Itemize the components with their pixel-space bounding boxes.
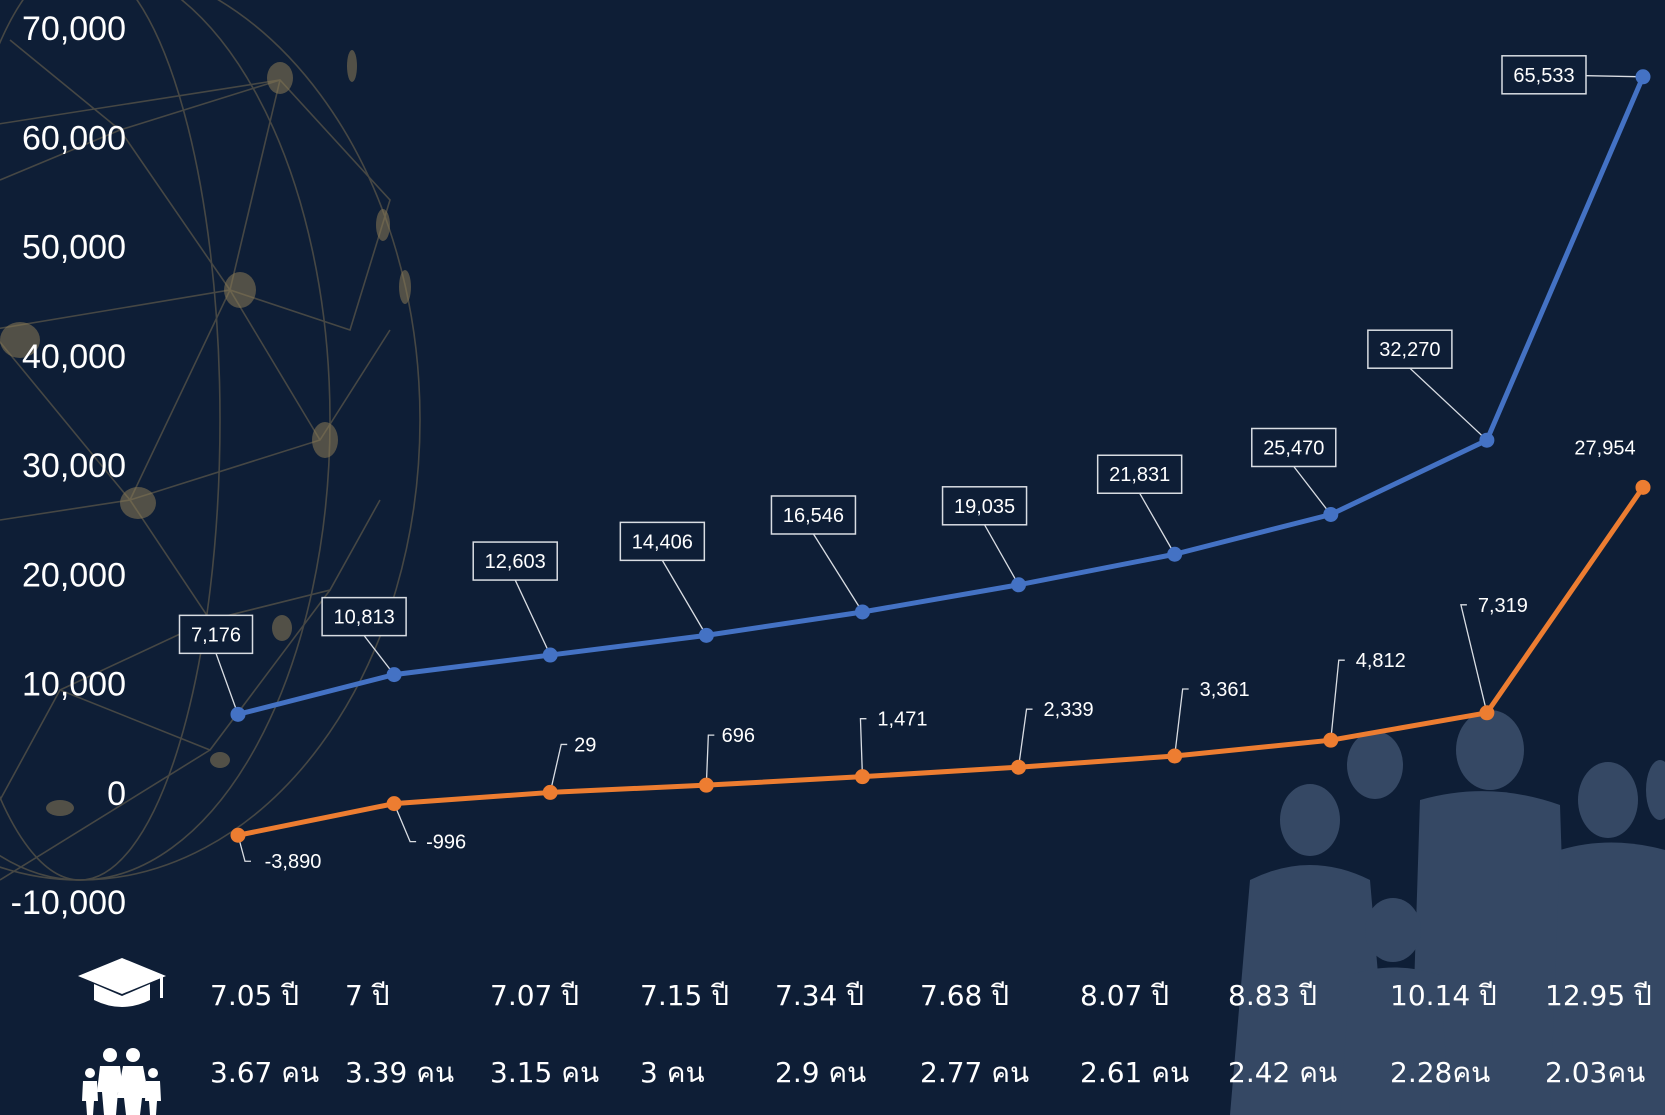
data-point	[699, 628, 713, 642]
household-value: 3 คน	[640, 1056, 705, 1089]
data-point	[231, 828, 245, 842]
education-value: 12.95 ปี	[1545, 979, 1652, 1012]
y-tick-label: 60,000	[22, 119, 126, 157]
y-axis: 70,000 60,000 50,000 40,000 30,000 20,000 10,0…	[11, 10, 126, 922]
leader-line	[662, 560, 706, 635]
series-markers	[231, 70, 1650, 842]
data-point	[1480, 706, 1494, 720]
data-label: 10,813	[334, 607, 395, 629]
data-label: 2,339	[1044, 699, 1094, 721]
data-point	[1636, 70, 1650, 84]
data-label: 12,603	[485, 551, 546, 573]
data-label: 14,406	[632, 531, 693, 553]
y-tick-label: 30,000	[22, 447, 126, 485]
education-row: 7.05 ปี 7 ปี 7.07 ปี 7.15 ปี 7.34 ปี 7.68 ปี 8…	[210, 979, 1652, 1012]
data-point	[387, 797, 401, 811]
leader-line	[1140, 493, 1175, 554]
leader-line	[1294, 466, 1331, 514]
data-label: -996	[426, 832, 466, 854]
family-icon	[82, 1048, 161, 1115]
data-label: 16,546	[783, 505, 844, 527]
y-tick-label: 40,000	[22, 338, 126, 376]
data-point	[855, 770, 869, 784]
data-point	[1168, 749, 1182, 763]
leader-line	[1019, 709, 1033, 767]
data-point	[699, 778, 713, 792]
leader-line	[550, 744, 567, 792]
education-value: 8.83 ปี	[1228, 979, 1317, 1012]
y-tick-label: 20,000	[22, 556, 126, 594]
household-value: 2.28คน	[1390, 1056, 1490, 1089]
leader-line	[1461, 605, 1487, 713]
data-label: 19,035	[954, 496, 1015, 518]
y-tick-label: 50,000	[22, 229, 126, 267]
data-point	[1324, 733, 1338, 747]
series-lines	[238, 77, 1643, 835]
data-label: 7,176	[191, 624, 241, 646]
series-line-0	[238, 77, 1643, 715]
data-label: 32,270	[1379, 339, 1440, 361]
data-label: 21,831	[1109, 464, 1170, 486]
leader-line	[985, 525, 1019, 585]
household-value: 2.9 คน	[775, 1056, 866, 1089]
education-value: 10.14 ปี	[1390, 979, 1497, 1012]
household-value: 2.77 คน	[920, 1056, 1029, 1089]
household-row: 3.67 คน 3.39 คน 3.15 คน 3 คน 2.9 คน 2.77 คน 2.…	[210, 1056, 1645, 1089]
data-label: 7,319	[1478, 595, 1528, 617]
data-point	[1480, 433, 1494, 447]
graduation-cap-icon	[78, 958, 166, 1007]
leader-line	[515, 580, 550, 655]
leader-line	[216, 653, 238, 714]
data-point	[855, 605, 869, 619]
household-value: 2.61 คน	[1080, 1056, 1189, 1089]
family-silhouette-decoration	[1230, 710, 1665, 1115]
y-tick-label: 0	[107, 775, 126, 813]
y-tick-label: -10,000	[11, 884, 126, 922]
data-label: 4,812	[1356, 650, 1406, 672]
data-point	[543, 785, 557, 799]
y-tick-label: 70,000	[22, 10, 126, 48]
leader-line	[860, 719, 866, 777]
leader-line	[813, 534, 862, 612]
leader-line	[706, 735, 714, 785]
education-value: 7.07 ปี	[490, 979, 579, 1012]
data-label: 1,471	[877, 709, 927, 731]
leader-line	[1175, 689, 1189, 756]
data-point	[1012, 578, 1026, 592]
household-value: 2.42 คน	[1228, 1056, 1337, 1089]
data-point	[231, 707, 245, 721]
education-value: 8.07 ปี	[1080, 979, 1169, 1012]
household-value: 3.15 คน	[490, 1056, 599, 1089]
data-point	[1168, 547, 1182, 561]
series-line-1	[238, 487, 1643, 835]
data-label: 27,954	[1574, 437, 1635, 459]
data-point	[1012, 760, 1026, 774]
leader-line	[1410, 368, 1487, 440]
data-point	[387, 668, 401, 682]
y-tick-label: 10,000	[22, 666, 126, 704]
education-value: 7.34 ปี	[775, 979, 864, 1012]
data-label: -3,890	[265, 851, 322, 873]
data-label: 29	[574, 734, 596, 756]
data-label: 25,470	[1263, 437, 1324, 459]
household-value: 3.39 คน	[345, 1056, 454, 1089]
data-labels: 7,176 10,813 12,603 14,406 16,546 19,035 21,83…	[180, 56, 1644, 873]
data-label: 3,361	[1200, 679, 1250, 701]
education-value: 7.15 ปี	[640, 979, 729, 1012]
data-point	[1636, 480, 1650, 494]
household-value: 3.67 คน	[210, 1056, 319, 1089]
data-point	[1324, 507, 1338, 521]
leader-line	[1331, 660, 1345, 740]
data-point	[543, 648, 557, 662]
education-value: 7.05 ปี	[210, 979, 299, 1012]
education-value: 7 ปี	[345, 979, 390, 1012]
data-label: 65,533	[1513, 65, 1574, 87]
education-value: 7.68 ปี	[920, 979, 1009, 1012]
household-value: 2.03คน	[1545, 1056, 1645, 1089]
data-label: 696	[722, 725, 755, 747]
